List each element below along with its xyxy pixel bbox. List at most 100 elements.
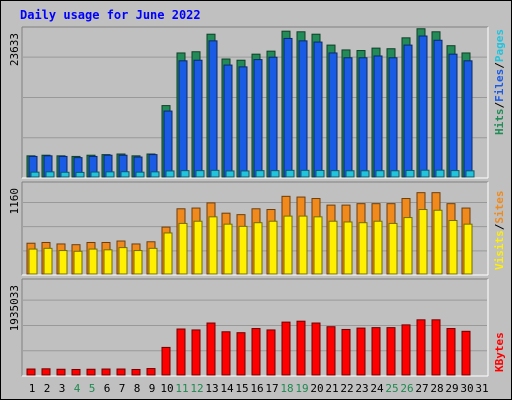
bar-kbytes-day-12: [191, 329, 201, 376]
bar-sites-day-3: [58, 250, 68, 275]
bar-kbytes-day-8: [131, 368, 141, 376]
bar-pages-day-27: [420, 169, 430, 178]
bar-sites-day-2: [43, 247, 53, 275]
x-tick-label-day-23: 23: [355, 382, 368, 395]
bar-files-day-11: [178, 60, 188, 178]
legend-item-hits: Hits: [493, 109, 506, 136]
bar-kbytes-day-7: [116, 368, 126, 376]
x-tick-label-day-30: 30: [460, 382, 473, 395]
bar-kbytes-day-19: [296, 320, 306, 376]
legend-separator: /: [493, 102, 506, 109]
bar-sites-day-23: [358, 222, 368, 275]
bar-files-day-28: [433, 39, 443, 178]
x-tick-label-day-6: 6: [104, 382, 111, 395]
bar-files-day-13: [208, 40, 218, 178]
x-tick-label-day-13: 13: [205, 382, 218, 395]
bar-sites-day-30: [463, 223, 473, 275]
x-tick-label-day-18: 18: [280, 382, 293, 395]
bar-sites-day-16: [253, 222, 263, 275]
x-tick-label-day-28: 28: [430, 382, 443, 395]
x-tick-label-day-5: 5: [89, 382, 96, 395]
bar-sites-day-17: [268, 220, 278, 275]
bar-sites-day-15: [238, 225, 248, 275]
bar-kbytes-day-27: [416, 319, 426, 376]
bar-pages-day-11: [180, 170, 190, 178]
bar-files-day-22: [343, 57, 353, 178]
x-tick-label-day-27: 27: [415, 382, 428, 395]
bar-kbytes-day-10: [161, 346, 171, 376]
bar-files-day-10: [163, 110, 173, 178]
bar-files-day-20: [313, 41, 323, 178]
bar-pages-day-14: [225, 170, 235, 178]
bar-sites-day-29: [448, 220, 458, 275]
bar-kbytes-day-13: [206, 322, 216, 376]
legend-hits_files_pages: Hits/Files/Pages: [493, 29, 506, 135]
bar-pages-day-20: [315, 169, 325, 178]
bar-pages-day-24: [375, 170, 385, 178]
bar-sites-day-6: [103, 249, 113, 275]
bar-files-day-18: [283, 37, 293, 178]
bar-kbytes-day-30: [461, 330, 471, 376]
bar-sites-day-25: [388, 222, 398, 275]
bar-kbytes-day-26: [401, 324, 411, 376]
bar-sites-day-26: [403, 217, 413, 275]
bar-kbytes-day-24: [371, 327, 381, 376]
x-tick-label-day-1: 1: [29, 382, 36, 395]
bar-pages-day-29: [450, 170, 460, 178]
legend-separator: /: [493, 62, 506, 69]
x-tick-label-day-3: 3: [59, 382, 66, 395]
x-tick-label-day-21: 21: [325, 382, 338, 395]
bar-pages-day-21: [330, 170, 340, 178]
bar-sites-day-20: [313, 216, 323, 275]
bar-files-day-19: [298, 40, 308, 178]
x-tick-label-day-16: 16: [250, 382, 263, 395]
bar-pages-day-5: [90, 171, 100, 178]
bar-pages-day-13: [210, 169, 220, 178]
legend-text-kbytes: KBytes: [493, 332, 506, 372]
x-tick-label-day-24: 24: [370, 382, 384, 395]
x-tick-label-day-22: 22: [340, 382, 353, 395]
bar-sites-day-14: [223, 223, 233, 275]
bar-kbytes-day-2: [41, 368, 51, 376]
bar-pages-day-28: [435, 169, 445, 178]
x-tick-label-day-4: 4: [74, 382, 81, 395]
bar-files-day-21: [328, 52, 338, 178]
bar-pages-day-26: [405, 169, 415, 178]
chart-title: Daily usage for June 2022: [20, 8, 201, 22]
bar-kbytes-day-25: [386, 327, 396, 376]
bar-pages-day-9: [150, 171, 160, 178]
x-tick-label-day-20: 20: [310, 382, 323, 395]
bar-files-day-30: [463, 60, 473, 178]
x-tick-label-day-2: 2: [44, 382, 51, 395]
bar-kbytes-day-22: [341, 328, 351, 376]
bar-sites-day-4: [73, 250, 83, 275]
bar-sites-day-11: [178, 222, 188, 275]
x-tick-label-day-10: 10: [160, 382, 173, 395]
bar-pages-day-17: [270, 170, 280, 178]
legend-text-visits_sites: Visits/Sites: [493, 191, 506, 271]
bar-pages-day-10: [165, 170, 175, 178]
bar-kbytes-day-18: [281, 321, 291, 376]
bar-pages-day-4: [75, 171, 85, 178]
bar-kbytes-day-20: [311, 322, 321, 376]
legend-visits_sites: Visits/Sites: [493, 191, 506, 271]
bar-sites-day-12: [193, 220, 203, 275]
bar-kbytes-day-3: [56, 368, 66, 376]
bar-kbytes-day-9: [146, 368, 156, 376]
bar-files-day-26: [403, 44, 413, 178]
legend-item-visits: Visits: [493, 230, 506, 270]
x-tick-label-day-19: 19: [295, 382, 308, 395]
bar-kbytes-day-28: [431, 319, 441, 376]
bar-kbytes-day-11: [176, 328, 186, 376]
bar-kbytes-day-4: [71, 368, 81, 376]
panel-max-label-hits_files_pages: 23633: [8, 33, 21, 66]
bar-kbytes-day-23: [356, 327, 366, 376]
bar-files-day-14: [223, 64, 233, 178]
bar-kbytes-day-17: [266, 329, 276, 376]
bar-pages-day-25: [390, 170, 400, 178]
x-tick-label-day-29: 29: [445, 382, 458, 395]
bar-pages-day-12: [195, 170, 205, 178]
x-tick-label-day-7: 7: [119, 382, 126, 395]
bar-files-day-15: [238, 66, 248, 178]
